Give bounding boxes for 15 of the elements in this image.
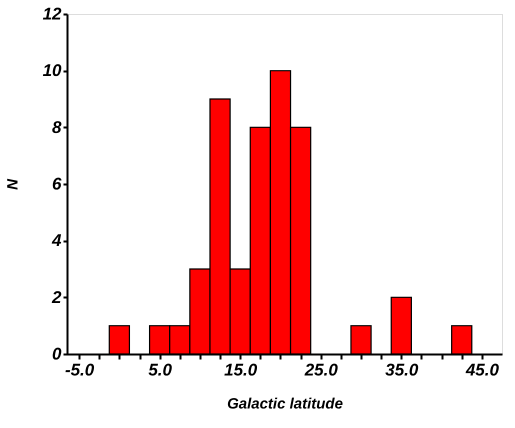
- x-tick-label: -5.0: [64, 360, 95, 380]
- x-tick-label: 25.0: [304, 360, 338, 380]
- x-axis-title: Galactic latitude: [227, 396, 343, 412]
- x-tick-label: 45.0: [464, 360, 500, 380]
- y-tick-label: 8: [52, 118, 62, 137]
- y-tick-label: 4: [51, 231, 62, 250]
- x-tick-label: 35.0: [385, 360, 419, 380]
- y-tick-label: 2: [51, 288, 62, 307]
- y-tick-label: 6: [52, 174, 62, 194]
- y-tick-label: 10: [42, 61, 62, 80]
- x-tick-label: 15.0: [224, 360, 258, 380]
- y-tick-label: 12: [42, 4, 62, 24]
- y-axis-title: N: [4, 178, 22, 190]
- x-tick-label: 5.0: [148, 360, 172, 380]
- y-tick-label: 0: [52, 344, 62, 364]
